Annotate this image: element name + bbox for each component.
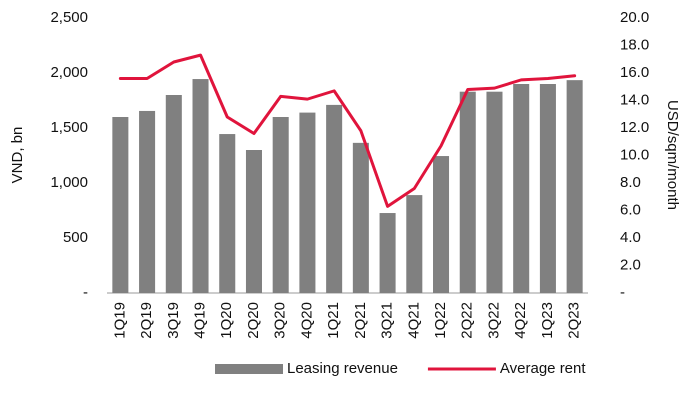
y2-tick-label: - [620, 284, 625, 301]
bar [326, 104, 343, 294]
x-tick-label: 1Q22 [432, 302, 449, 339]
bar [139, 110, 156, 293]
y2-tick-label: 8.0 [620, 174, 641, 191]
x-tick-label: 3Q21 [379, 302, 396, 339]
y2-tick-label: 6.0 [620, 201, 641, 218]
bar [566, 80, 583, 294]
bar [433, 156, 450, 293]
bar [245, 150, 262, 293]
x-tick-label: 2Q23 [566, 302, 583, 339]
bar [352, 142, 369, 293]
x-tick-label: 1Q19 [111, 302, 128, 339]
bar [539, 84, 556, 293]
y2-axis-label: USD/sqm/month [664, 100, 681, 210]
y2-tick-label: 4.0 [620, 229, 641, 246]
y-tick-label: 2,500 [50, 9, 88, 26]
y-tick-label: 2,000 [50, 64, 88, 81]
x-tick-label: 1Q23 [539, 302, 556, 339]
x-tick-label: 2Q22 [459, 302, 476, 339]
x-tick-label: 2Q20 [245, 302, 262, 339]
y2-tick-label: 14.0 [620, 91, 649, 108]
x-tick-label: 1Q20 [218, 302, 235, 339]
bar [219, 134, 236, 293]
legend-swatch [215, 364, 283, 374]
y2-tick-label: 16.0 [620, 64, 649, 81]
bar [406, 195, 423, 293]
y-axis-label: VND, bn [9, 127, 26, 184]
bar [192, 79, 209, 293]
x-tick-label: 2Q19 [138, 302, 155, 339]
x-tick-label: 3Q19 [165, 302, 182, 339]
bar [272, 117, 289, 293]
x-tick-label: 1Q21 [325, 302, 342, 339]
y2-tick-label: 12.0 [620, 119, 649, 136]
bar [459, 91, 476, 293]
y-tick-label: 1,500 [50, 119, 88, 136]
y2-tick-label: 20.0 [620, 9, 649, 26]
x-tick-label: 3Q20 [272, 302, 289, 339]
bar [379, 213, 396, 293]
y-tick-label: - [83, 284, 88, 301]
bar [112, 117, 129, 293]
y-tick-label: 500 [63, 229, 88, 246]
legend-label: Average rent [500, 360, 586, 377]
y2-tick-label: 10.0 [620, 146, 649, 163]
bar [513, 84, 530, 293]
legend-label: Leasing revenue [287, 360, 398, 377]
line [118, 53, 577, 208]
x-tick-label: 4Q22 [512, 302, 529, 339]
x-tick-label: 3Q22 [485, 302, 502, 339]
y2-tick-label: 18.0 [620, 36, 649, 53]
x-tick-label: 4Q19 [191, 302, 208, 339]
bar [486, 91, 503, 293]
x-tick-label: 4Q20 [298, 302, 315, 339]
bar [299, 112, 316, 293]
bar [165, 95, 182, 293]
x-tick-label: 2Q21 [352, 302, 369, 339]
y2-tick-label: 2.0 [620, 256, 641, 273]
y-tick-label: 1,000 [50, 174, 88, 191]
x-tick-label: 4Q21 [405, 302, 422, 339]
